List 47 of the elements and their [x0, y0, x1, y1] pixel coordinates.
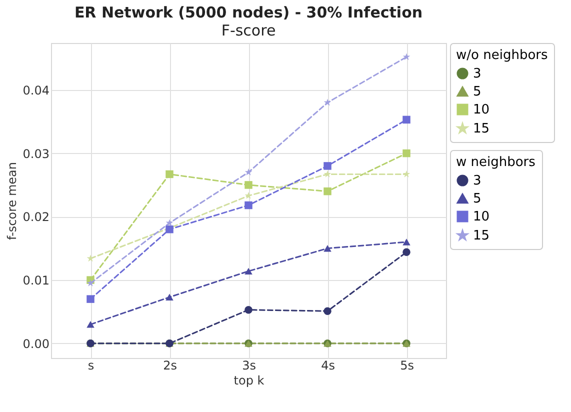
point [86, 321, 94, 328]
x-tick-label: 3s [242, 358, 256, 372]
legend-label: 5 [473, 84, 482, 100]
point [324, 245, 332, 252]
legend-label: 5 [473, 192, 482, 206]
y-tick-label: 0.04 [22, 83, 50, 98]
point [166, 219, 174, 226]
legend-label: 3 [473, 174, 482, 188]
point [402, 170, 410, 178]
y-axis-title: f-score mean [4, 162, 19, 240]
point [244, 168, 252, 176]
legend-label: 3 [473, 66, 482, 82]
point [166, 294, 174, 301]
point [244, 181, 252, 189]
x-tick-label: 4s [321, 358, 335, 372]
point [244, 268, 252, 275]
point [86, 295, 94, 303]
point [244, 201, 252, 210]
chart-subtitle: F-score [221, 22, 276, 40]
point [324, 170, 332, 178]
point [86, 279, 94, 286]
y-tick-label: 0.02 [22, 210, 50, 224]
point [166, 170, 174, 178]
point [324, 307, 332, 315]
point [402, 248, 410, 256]
point [402, 238, 410, 246]
chart-title: ER Network (5000 nodes) - 30% Infection [74, 4, 423, 22]
text: w neighbors [456, 155, 536, 170]
x-tick-label: 2s [163, 358, 177, 372]
point [402, 116, 410, 124]
point [402, 149, 410, 158]
y-tick-label: 0.01 [22, 274, 50, 288]
x-tick-label: s [88, 358, 94, 372]
point [324, 98, 332, 106]
legend-label: 10 [473, 102, 490, 118]
legend-label: 15 [473, 122, 490, 136]
legend-label: 15 [473, 228, 490, 244]
legend-label: 10 [473, 210, 490, 224]
point [402, 53, 410, 60]
text: w/o neighbors [456, 48, 548, 63]
point [244, 306, 252, 314]
y-tick-label: 0.00 [22, 336, 50, 351]
x-tick-label: 5s [400, 358, 414, 372]
y-tick-label: 0.03 [22, 146, 50, 161]
x-axis-title: top k [234, 374, 264, 388]
point [324, 187, 332, 196]
point [324, 162, 332, 170]
